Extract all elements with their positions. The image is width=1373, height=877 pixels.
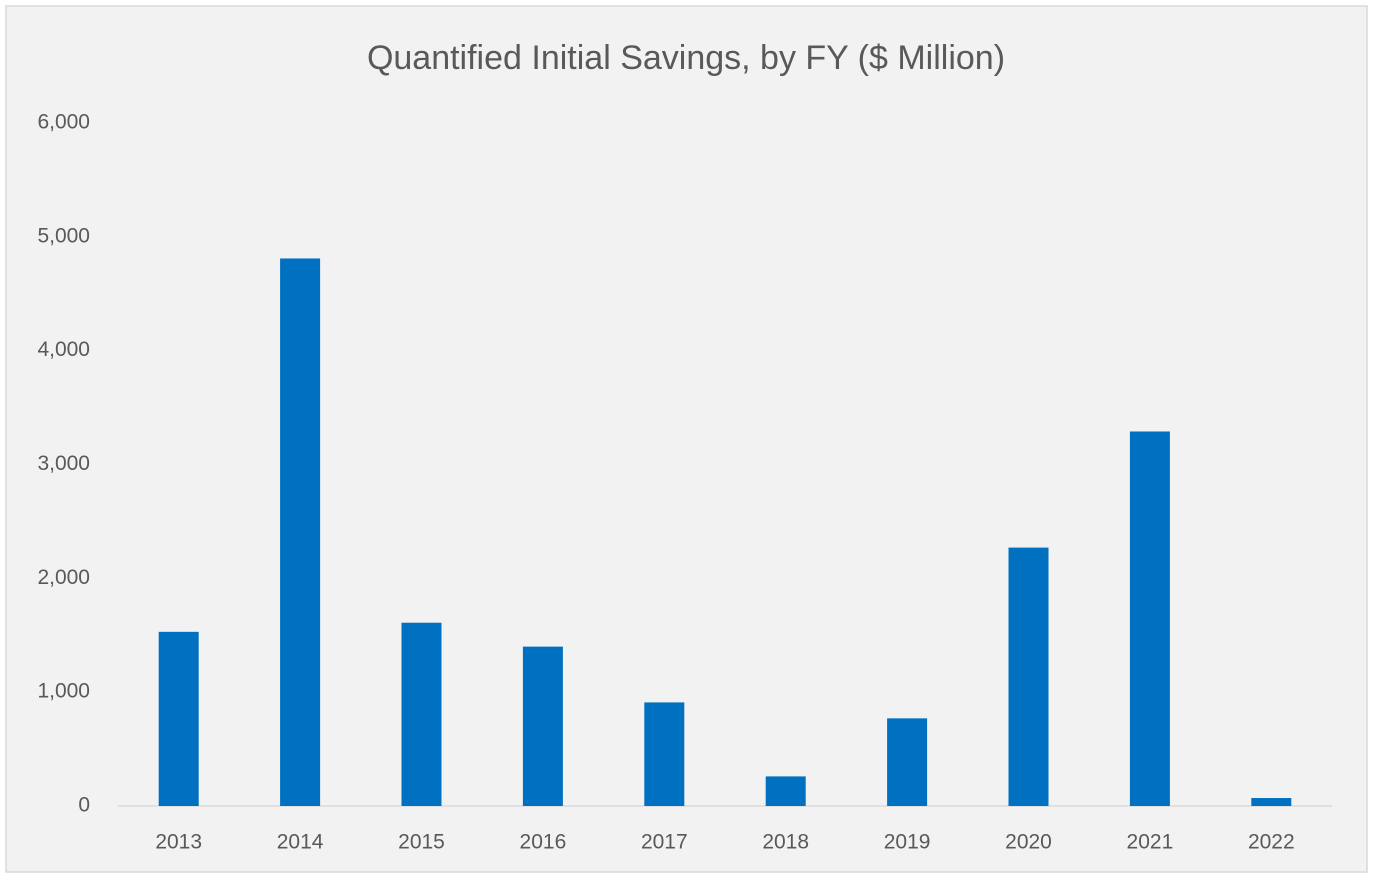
x-tick-label: 2015 bbox=[398, 831, 445, 854]
bar bbox=[158, 631, 199, 806]
x-tick-label: 2017 bbox=[641, 831, 688, 854]
y-tick-label: 4,000 bbox=[37, 338, 90, 361]
chart-title: Quantified Initial Savings, by FY ($ Mil… bbox=[367, 39, 1005, 77]
y-tick-label: 6,000 bbox=[37, 111, 90, 134]
x-tick-label: 2019 bbox=[884, 831, 931, 854]
x-tick-label: 2016 bbox=[520, 831, 567, 854]
bar bbox=[522, 646, 563, 806]
bar bbox=[1251, 798, 1292, 806]
y-tick-label: 1,000 bbox=[37, 680, 90, 703]
bar bbox=[401, 622, 442, 806]
y-tick-label: 2,000 bbox=[37, 566, 90, 589]
x-tick-label: 2022 bbox=[1248, 831, 1295, 854]
x-tick-label: 2014 bbox=[277, 831, 324, 854]
bar bbox=[765, 776, 806, 806]
y-tick-label: 5,000 bbox=[37, 224, 90, 247]
x-tick-label: 2021 bbox=[1127, 831, 1174, 854]
bar bbox=[1129, 431, 1170, 806]
bar bbox=[280, 258, 321, 806]
y-tick-label: 3,000 bbox=[37, 452, 90, 475]
x-tick-label: 2020 bbox=[1005, 831, 1052, 854]
y-tick-label: 0 bbox=[78, 794, 90, 817]
x-tick-label: 2013 bbox=[155, 831, 202, 854]
bar bbox=[887, 718, 928, 806]
bar bbox=[1008, 547, 1049, 806]
x-tick-label: 2018 bbox=[762, 831, 809, 854]
bar bbox=[644, 702, 685, 806]
